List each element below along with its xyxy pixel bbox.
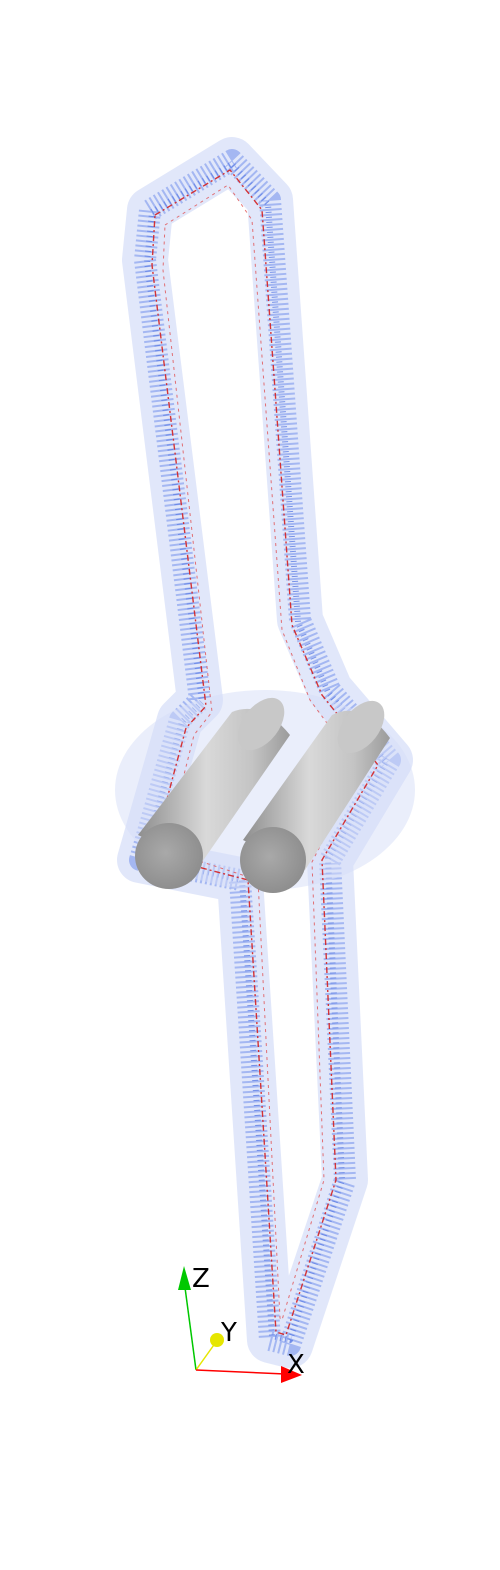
cylinder-right[interactable]: [240, 692, 394, 893]
cylinder-left-top-cap: [237, 697, 285, 751]
streamline-path-inner: [162, 184, 361, 1321]
flow-field-inner-glyphs: [129, 149, 401, 1356]
x-axis-label: X: [287, 1350, 305, 1380]
cylinder-right-front-cap: [240, 827, 306, 893]
y-axis-label: Y: [220, 1318, 237, 1348]
z-axis-arrow: [178, 1266, 191, 1290]
z-axis-label: Z: [192, 1264, 210, 1294]
y-axis-line: [195, 1341, 217, 1371]
x-axis-line: [195, 1369, 286, 1375]
orientation-axes: Z Y X: [178, 1264, 305, 1383]
streamline: [151, 169, 379, 1336]
z-axis-line: [183, 1279, 197, 1371]
x-axis-arrow: [281, 1366, 302, 1383]
streamline-path-outer: [151, 169, 379, 1336]
cylinder-left-front-cap: [135, 823, 203, 889]
cylinder-left[interactable]: [135, 689, 294, 889]
y-axis-marker: [210, 1333, 224, 1347]
cylinder-right-top-cap: [337, 700, 385, 754]
